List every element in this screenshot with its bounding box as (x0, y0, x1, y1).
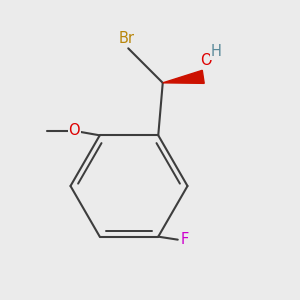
Text: H: H (210, 44, 221, 59)
Text: Br: Br (119, 31, 135, 46)
Text: O: O (200, 53, 212, 68)
Text: F: F (180, 232, 188, 247)
Text: O: O (68, 123, 80, 138)
Polygon shape (163, 70, 204, 83)
